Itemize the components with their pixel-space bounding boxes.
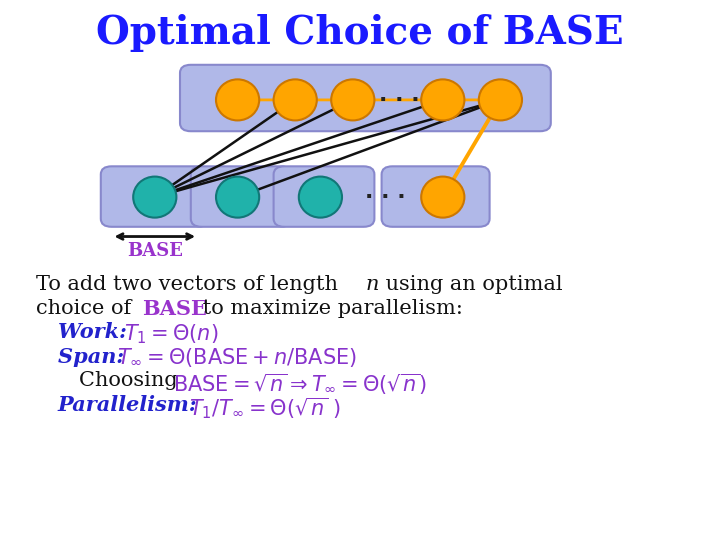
Text: · · ·: · · · xyxy=(365,187,405,207)
Ellipse shape xyxy=(421,79,464,120)
Text: using an optimal: using an optimal xyxy=(379,275,562,294)
Text: BASE: BASE xyxy=(127,242,183,260)
Ellipse shape xyxy=(299,177,342,218)
Text: Work:: Work: xyxy=(58,322,134,342)
Ellipse shape xyxy=(216,79,259,120)
Text: · · ·: · · · xyxy=(379,90,420,110)
Text: Choosing: Choosing xyxy=(79,371,184,390)
FancyBboxPatch shape xyxy=(382,166,490,227)
Ellipse shape xyxy=(331,79,374,120)
FancyBboxPatch shape xyxy=(180,65,551,131)
FancyBboxPatch shape xyxy=(101,166,209,227)
Ellipse shape xyxy=(133,177,176,218)
Text: to maximize parallelism:: to maximize parallelism: xyxy=(196,299,463,318)
Text: $\mathrm{BASE} = \sqrt{n} \Rightarrow T_\infty = \Theta(\sqrt{n})$: $\mathrm{BASE} = \sqrt{n} \Rightarrow T_… xyxy=(173,371,427,396)
Text: $T_1/T_\infty = \Theta(\sqrt{n}\ )$: $T_1/T_\infty = \Theta(\sqrt{n}\ )$ xyxy=(189,395,341,421)
FancyBboxPatch shape xyxy=(274,166,374,227)
Text: choice of: choice of xyxy=(36,299,138,318)
Ellipse shape xyxy=(274,79,317,120)
FancyBboxPatch shape xyxy=(191,166,292,227)
Text: $T_1 = \Theta(n)$: $T_1 = \Theta(n)$ xyxy=(124,322,218,346)
Text: n: n xyxy=(366,275,379,294)
Text: To add two vectors of length: To add two vectors of length xyxy=(36,275,345,294)
Text: Parallelism:: Parallelism: xyxy=(58,395,204,415)
Ellipse shape xyxy=(216,177,259,218)
Text: Optimal Choice of BASE: Optimal Choice of BASE xyxy=(96,15,624,52)
Text: BASE: BASE xyxy=(143,299,207,319)
Text: Span:: Span: xyxy=(58,347,131,367)
Ellipse shape xyxy=(479,79,522,120)
Ellipse shape xyxy=(421,177,464,218)
Text: $T_\infty = \Theta(\mathrm{BASE} + n/\mathrm{BASE})$: $T_\infty = \Theta(\mathrm{BASE} + n/\ma… xyxy=(117,347,357,369)
